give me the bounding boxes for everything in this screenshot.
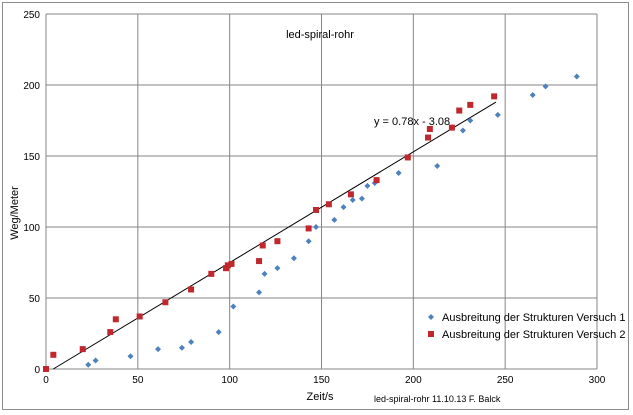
data-point-series-1: [256, 289, 263, 296]
data-point-series-1: [340, 204, 347, 211]
data-point-series-2: [456, 107, 463, 114]
data-point-series-2: [425, 134, 432, 141]
y-tick-label: 0: [34, 365, 40, 376]
data-point-series-2: [325, 201, 332, 208]
data-point-series-1: [529, 91, 536, 98]
chart-frame: [2, 2, 629, 410]
y-tick-label: 250: [23, 10, 40, 21]
legend-marker-series-1: [428, 314, 434, 320]
data-point-series-2: [79, 346, 86, 353]
data-point-series-1: [261, 270, 268, 277]
data-point-series-2: [426, 126, 433, 133]
data-point-series-2: [491, 93, 498, 100]
data-point-series-1: [467, 117, 474, 124]
data-point-series-1: [92, 357, 99, 364]
data-point-series-2: [274, 238, 281, 245]
data-point-series-1: [358, 195, 365, 202]
data-points: [43, 73, 580, 372]
data-point-series-1: [434, 162, 441, 169]
data-point-series-1: [395, 170, 402, 177]
legend-marker-series-2: [428, 331, 434, 337]
data-point-series-1: [290, 255, 297, 262]
data-point-series-2: [347, 191, 354, 198]
chart-title: led-spiral-rohr: [286, 29, 354, 41]
data-point-series-1: [178, 344, 185, 351]
data-point-series-2: [373, 177, 380, 184]
data-point-series-1: [188, 339, 195, 346]
data-point-series-2: [256, 258, 263, 265]
data-point-series-1: [127, 353, 134, 360]
data-point-series-1: [364, 182, 371, 189]
data-point-series-2: [404, 154, 411, 161]
data-point-series-1: [349, 197, 356, 204]
data-point-series-2: [305, 225, 312, 232]
y-tick-label: 200: [23, 81, 40, 92]
data-point-series-2: [467, 101, 474, 108]
x-tick-label: 200: [405, 375, 422, 386]
data-point-series-2: [312, 206, 319, 213]
data-point-series-1: [85, 361, 92, 368]
data-point-series-2: [188, 286, 195, 293]
x-tick-label: 150: [313, 375, 330, 386]
data-point-series-2: [162, 299, 169, 306]
data-point-series-1: [230, 303, 237, 310]
data-point-series-2: [136, 313, 143, 320]
data-point-series-2: [107, 329, 114, 336]
legend: Ausbreitung der Strukturen Versuch 1 Aus…: [428, 312, 625, 341]
data-point-series-1: [305, 238, 312, 245]
data-point-series-2: [224, 262, 231, 269]
data-point-series-2: [228, 260, 235, 267]
y-tick-label: 100: [23, 223, 40, 234]
data-point-series-1: [274, 265, 281, 272]
x-tick-label: 0: [43, 375, 49, 386]
x-axis-label: Zeit/s: [307, 391, 334, 403]
trendline-line: [52, 101, 497, 370]
y-tick-label: 50: [29, 294, 41, 305]
data-point-series-1: [573, 73, 580, 80]
data-point-series-1: [459, 127, 466, 134]
data-point-series-1: [331, 216, 338, 223]
x-tick-label: 50: [132, 375, 144, 386]
y-tick-label: 150: [23, 152, 40, 163]
x-tick-label: 300: [589, 375, 606, 386]
data-point-series-1: [215, 329, 222, 336]
chart-footer: led-spiral-rohr 11.10.13 F. Balck: [374, 394, 501, 404]
data-point-series-1: [542, 83, 549, 90]
x-tick-label: 250: [497, 375, 514, 386]
trendline: [52, 101, 497, 370]
legend-label-series-2: Ausbreitung der Strukturen Versuch 2: [442, 329, 625, 341]
data-point-series-2: [43, 366, 49, 372]
data-point-series-1: [312, 224, 319, 230]
data-point-series-2: [50, 351, 57, 358]
data-point-series-2: [208, 270, 215, 277]
data-point-series-1: [494, 111, 501, 118]
data-point-series-1: [155, 346, 162, 353]
x-tick-label: 100: [221, 375, 238, 386]
legend-label-series-1: Ausbreitung der Strukturen Versuch 1: [442, 312, 625, 324]
axes: 0 50 100 150 200 250 300 0 50 100 150 200 250: [23, 10, 605, 386]
data-point-series-2: [112, 316, 119, 323]
data-point-series-2: [448, 124, 455, 131]
trendline-equation: y = 0.78x - 3.08: [374, 116, 450, 128]
y-axis-label: Weg/Meter: [9, 186, 21, 240]
data-point-series-2: [259, 242, 266, 249]
